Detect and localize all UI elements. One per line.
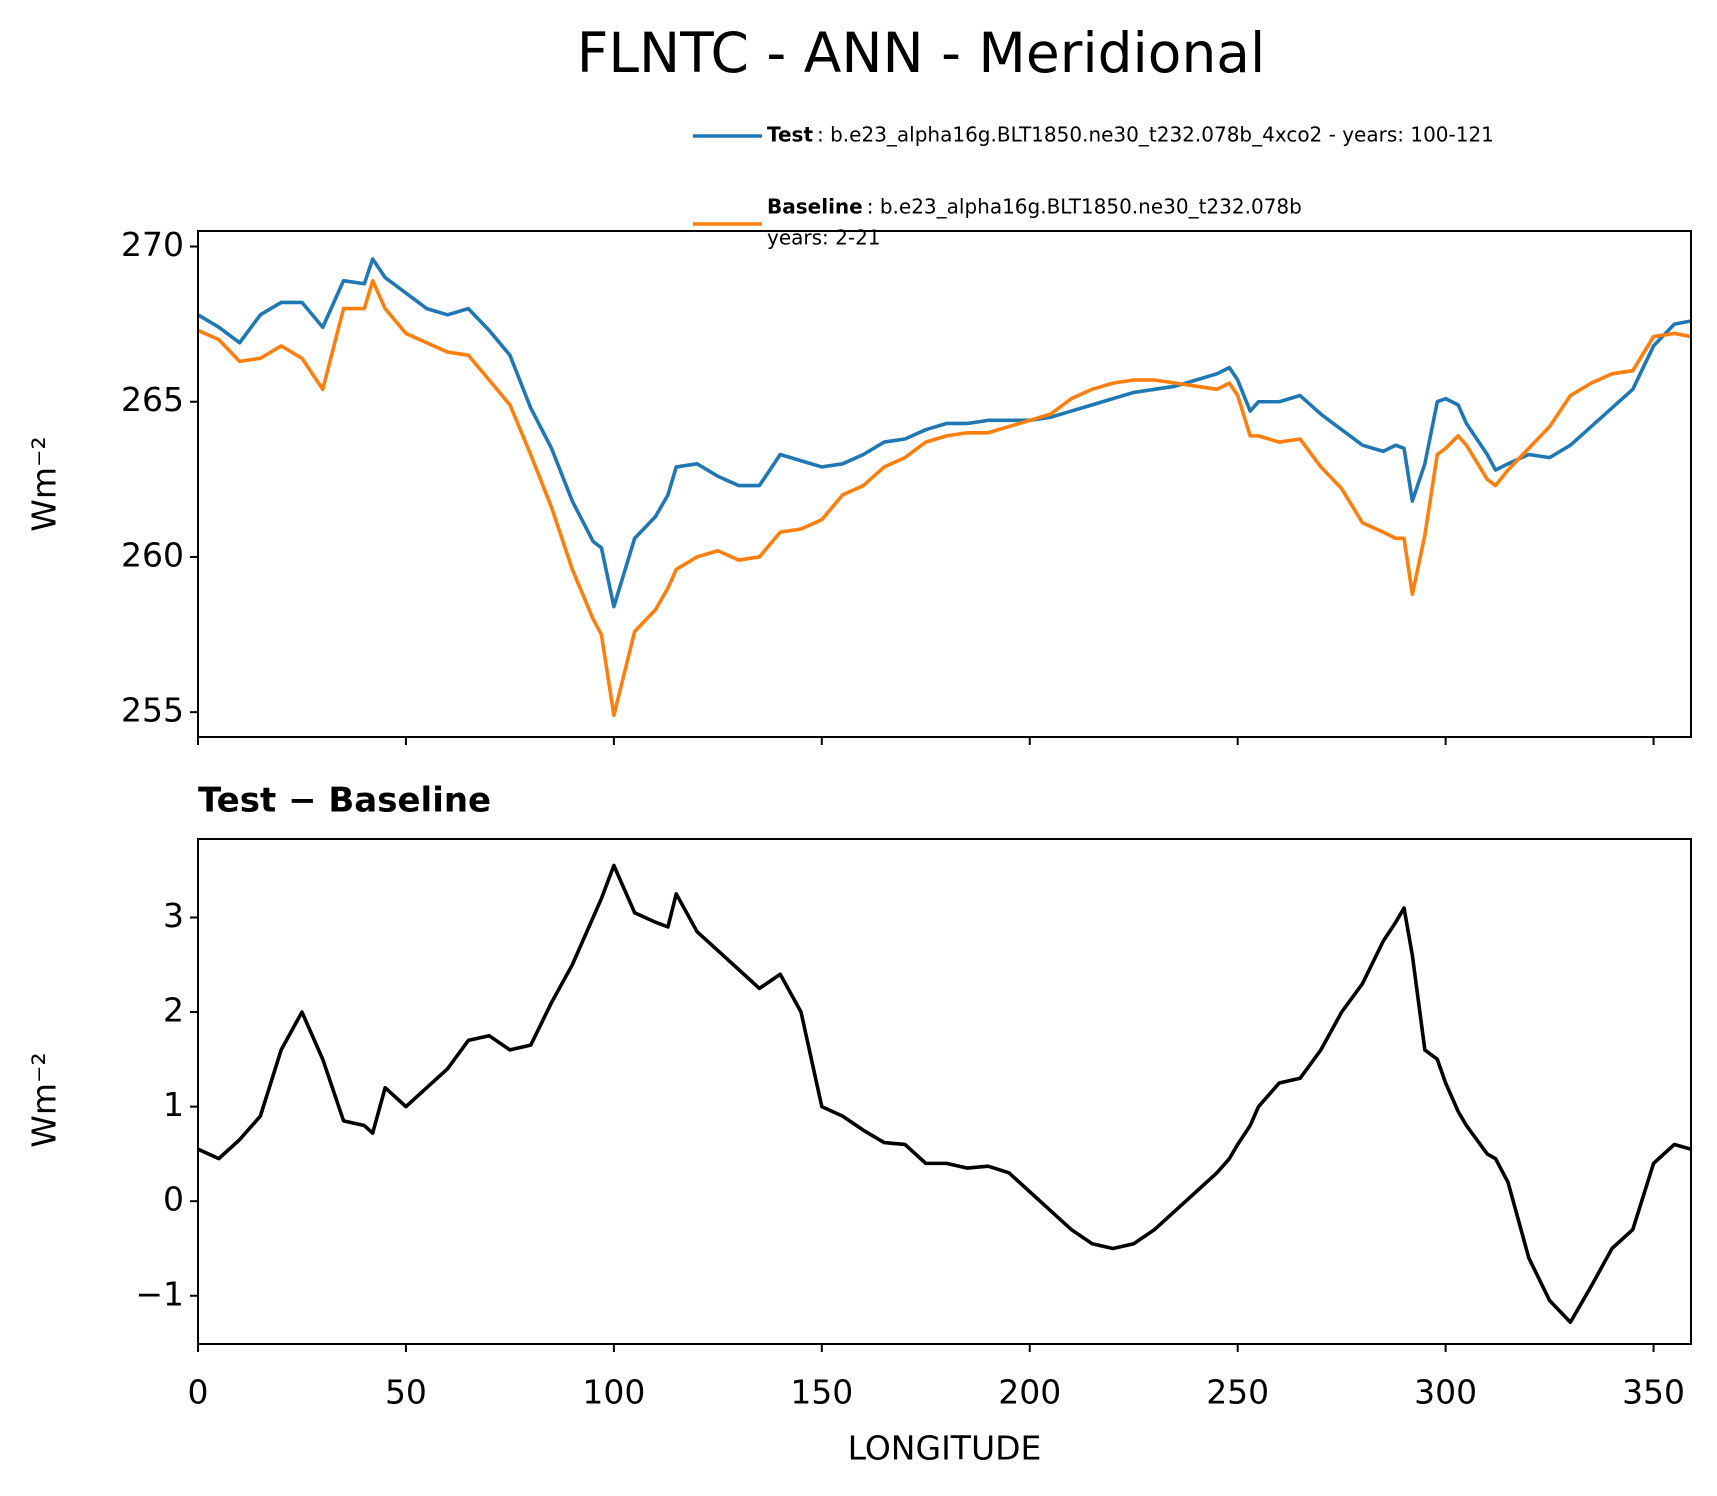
y-axis-label: Wm⁻²: [25, 1052, 64, 1147]
y-tick-label: 2: [163, 991, 184, 1030]
y-tick-label: 3: [163, 896, 184, 935]
legend-label: Baseline: [767, 195, 863, 219]
legend-description: : b.e23_alpha16g.BLT1850.ne30_t232.078b_…: [817, 123, 1494, 147]
data-line: [197, 257, 1692, 609]
legend-label: Test: [767, 123, 813, 147]
x-tick-label: 150: [790, 1373, 853, 1412]
y-tick-label: −1: [135, 1274, 184, 1313]
y-tick-label: 270: [121, 225, 184, 264]
subplot-title: Test − Baseline: [198, 781, 491, 821]
legend-description: : b.e23_alpha16g.BLT1850.ne30_t232.078b: [867, 195, 1302, 219]
y-tick-label: 0: [163, 1180, 184, 1219]
x-tick-label: 50: [385, 1373, 427, 1412]
x-tick-label: 200: [998, 1373, 1061, 1412]
x-tick-label: 250: [1206, 1373, 1269, 1412]
data-line: [197, 278, 1692, 718]
x-tick-label: 350: [1622, 1373, 1685, 1412]
plot-frame: [197, 838, 1692, 1345]
y-axis-label: Wm⁻²: [25, 436, 64, 531]
x-tick-label: 0: [188, 1373, 209, 1412]
x-axis-label: LONGITUDE: [848, 1429, 1042, 1468]
x-tick-label: 100: [582, 1373, 645, 1412]
legend-description: years: 2-21: [767, 226, 881, 250]
x-tick-label: 300: [1414, 1373, 1477, 1412]
chart-title: FLNTC - ANN - Meridional: [577, 21, 1266, 85]
plot-frame: [197, 230, 1692, 738]
data-line: [197, 863, 1692, 1325]
y-tick-label: 265: [121, 380, 184, 419]
y-tick-label: 1: [163, 1085, 184, 1124]
y-tick-label: 255: [121, 691, 184, 730]
y-tick-label: 260: [121, 535, 184, 574]
